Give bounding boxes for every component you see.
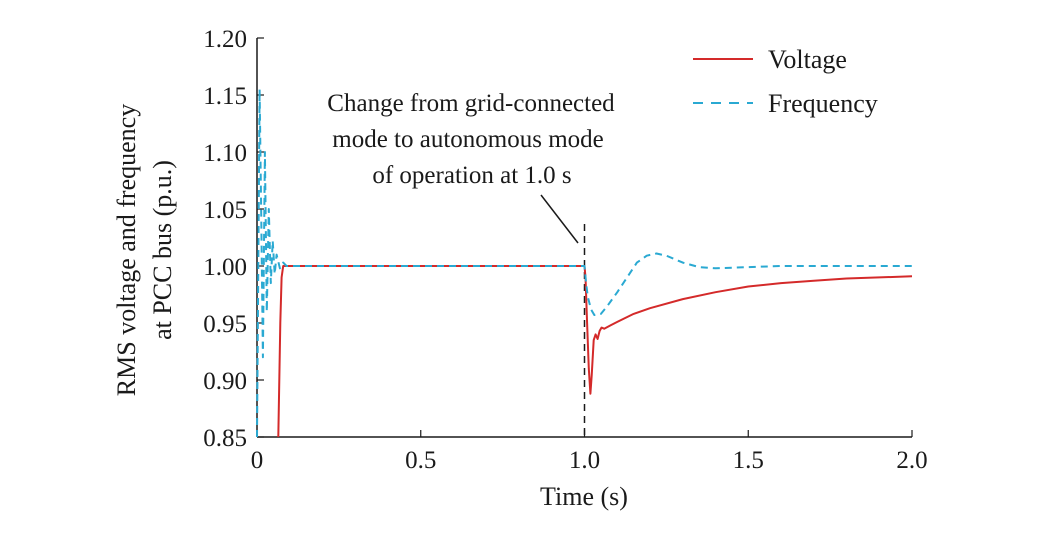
y-tick-label: 1.05	[203, 197, 247, 224]
plot-area: 0.85 0.90 0.95 1.00 1.05 1.10 1.15 1.20 0 0.5 1.0 1…	[203, 26, 927, 474]
y-tick-label: 1.20	[203, 26, 247, 53]
series-line-voltage	[277, 265, 913, 438]
x-tick-label: 1.5	[733, 447, 764, 474]
y-tick-label: 1.15	[203, 83, 247, 110]
y-axis-title-line-2: at PCC bus (p.u.)	[148, 160, 177, 340]
annotation-arrow	[540, 194, 579, 244]
x-tick-label: 1.0	[569, 447, 600, 474]
annotation: Change from grid-connected mode to auton…	[327, 90, 615, 244]
annotation-line-3: of operation at 1.0 s	[372, 162, 571, 189]
legend: Voltage Frequency	[693, 45, 878, 118]
annotation-line-2: mode to autonomous mode	[332, 126, 604, 153]
x-tick-label: 0.5	[405, 447, 436, 474]
y-tick-label: 1.00	[203, 254, 247, 281]
annotation-line-1: Change from grid-connected	[327, 90, 615, 117]
y-tick-label: 0.95	[203, 311, 247, 338]
x-axis-title: Time (s)	[540, 482, 628, 511]
y-tick-label: 0.85	[203, 425, 247, 452]
y-tick-label: 1.10	[203, 140, 247, 167]
y-tick-label: 0.90	[203, 368, 247, 395]
x-tick-label: 2.0	[896, 447, 927, 474]
legend-label-frequency: Frequency	[768, 89, 878, 118]
series-line-frequency	[256, 88, 912, 438]
y-axis-title-line-1: RMS voltage and frequency	[112, 104, 141, 396]
legend-label-voltage: Voltage	[768, 45, 847, 74]
x-tick-label: 0	[251, 447, 264, 474]
